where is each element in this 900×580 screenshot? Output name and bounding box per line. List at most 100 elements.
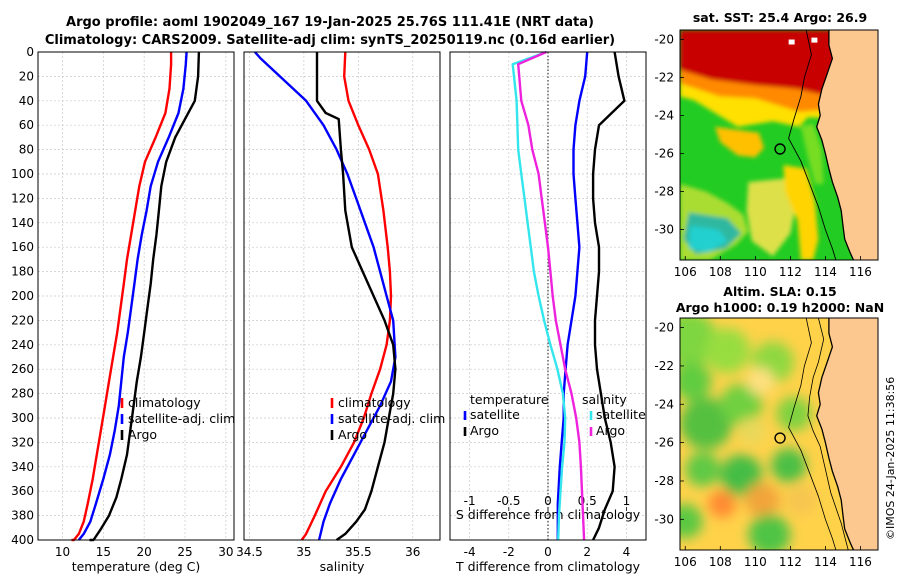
y-tick-label: 20 [19, 69, 34, 83]
y-tick-label: 140 [11, 216, 34, 230]
x-tick-label: 10 [55, 545, 70, 559]
lat-tick-label: -20 [654, 321, 674, 335]
series-climatology [300, 51, 393, 541]
s-tick-label: -1 [464, 494, 476, 508]
lat-tick-label: -30 [654, 512, 674, 526]
coastline [816, 30, 855, 260]
x-tick-label: -2 [503, 545, 515, 559]
sla-eddy [680, 397, 733, 450]
y-tick-label: 60 [19, 118, 34, 132]
legend-label: satellite [470, 407, 520, 422]
legend-label: Argo [338, 427, 367, 442]
lon-tick-label: 116 [849, 555, 872, 569]
s-tick-label: -0.5 [497, 494, 520, 508]
y-tick-label: 360 [11, 484, 34, 498]
plot-frame [37, 51, 235, 541]
y-tick-label: 40 [19, 94, 34, 108]
legend-label: climatology [128, 395, 201, 410]
sla-eddy [785, 484, 817, 516]
sla-eddy [704, 328, 751, 374]
sla-eddy [748, 513, 791, 550]
sla-eddy [708, 490, 737, 518]
sla-eddy [737, 417, 766, 445]
y-tick-label: 340 [11, 460, 34, 474]
sla-blobs [680, 318, 817, 550]
y-tick-label: 220 [11, 313, 34, 327]
lat-tick-label: -28 [654, 185, 674, 199]
difference-legend: temperature salinitysatelliteArgosatellit… [463, 392, 646, 438]
x-tick-label: 2 [583, 545, 591, 559]
legend-label: satellite-adj. clim [338, 411, 445, 426]
sla-map-title-line1: Altim. SLA: 0.15 [723, 284, 837, 299]
lon-tick-label: 108 [709, 555, 732, 569]
x-tick-label: 35.5 [345, 545, 372, 559]
lat-tick-label: -26 [654, 436, 674, 450]
x-tick-label: 20 [137, 545, 152, 559]
series-salinity-satellite [511, 50, 567, 541]
coastline [816, 318, 855, 550]
y-tick-label: 240 [11, 338, 34, 352]
s-axis-label: S difference from climatology [456, 507, 641, 522]
lon-tick-label: 112 [779, 265, 802, 279]
y-tick-label: 80 [19, 143, 34, 157]
y-tick-label: 320 [11, 435, 34, 449]
land [816, 30, 878, 260]
isobath-contour [807, 318, 849, 550]
x-tick-label: 4 [623, 545, 631, 559]
sla-eddy [776, 396, 812, 432]
legend-label: climatology [338, 395, 411, 410]
legend-title-temperature: temperature [470, 392, 549, 407]
series-argo [89, 51, 201, 542]
lon-tick-label: 106 [674, 555, 697, 569]
lon-tick-label: 112 [779, 555, 802, 569]
lon-tick-label: 114 [814, 265, 837, 279]
lat-tick-label: -28 [654, 474, 674, 488]
y-tick-label: 180 [11, 265, 34, 279]
shelf-contour [788, 30, 837, 260]
legend-label: Argo [128, 427, 157, 442]
lat-tick-label: -24 [654, 397, 674, 411]
sla-eddy [720, 454, 763, 496]
sla-map: 106 108 110 112 114 116 -20 -22 -24 -26 -28 -30 [654, 317, 879, 569]
legend-title-salinity: salinity [582, 392, 627, 407]
sla-eddy [744, 482, 780, 518]
argo-float-marker [774, 432, 786, 444]
lat-tick-label: -24 [654, 109, 674, 123]
x-tick-label: 36 [405, 545, 420, 559]
lat-tick-label: -30 [654, 223, 674, 237]
map-frame [679, 29, 879, 261]
lat-tick-label: -22 [654, 359, 674, 373]
sla-eddy [746, 367, 775, 396]
x-axis-label: temperature (deg C) [72, 559, 201, 574]
lon-tick-label: 114 [814, 555, 837, 569]
sst-patch [715, 126, 765, 158]
series-salinity-argo [517, 50, 586, 541]
sst-patch [688, 225, 728, 253]
sla-eddy [685, 452, 721, 487]
y-tick-label: 400 [11, 533, 34, 547]
lon-tick-label: 106 [674, 265, 697, 279]
y-tick-label: 300 [11, 411, 34, 425]
figure-title-line2: Climatology: CARS2009. Satellite-adj cli… [44, 33, 616, 48]
figure-title-line1: Argo profile: aoml 1902049_167 19-Jan-20… [66, 15, 594, 30]
temperature-profile: 0 20 40 60 80 100 120 140 160 180 200 220 240 260 280 3… [11, 45, 235, 574]
map-frame [679, 317, 879, 551]
x-axis-label: T difference from climatology [455, 559, 641, 574]
lat-tick-label: -20 [654, 33, 674, 47]
x-tick-label: 15 [96, 545, 111, 559]
series-temperature-argo [591, 51, 626, 541]
series-argo [315, 52, 397, 541]
no-data-pixel [788, 39, 795, 45]
x-tick-label: 0 [544, 545, 552, 559]
argo-float-marker [774, 143, 786, 155]
no-data-pixel [811, 37, 818, 43]
lon-tick-label: 116 [849, 265, 872, 279]
plot-frame [449, 51, 647, 541]
s-tick-label: 1 [623, 494, 631, 508]
y-tick-label: 280 [11, 387, 34, 401]
sla-eddy [680, 503, 703, 539]
sla-eddy [680, 362, 712, 401]
